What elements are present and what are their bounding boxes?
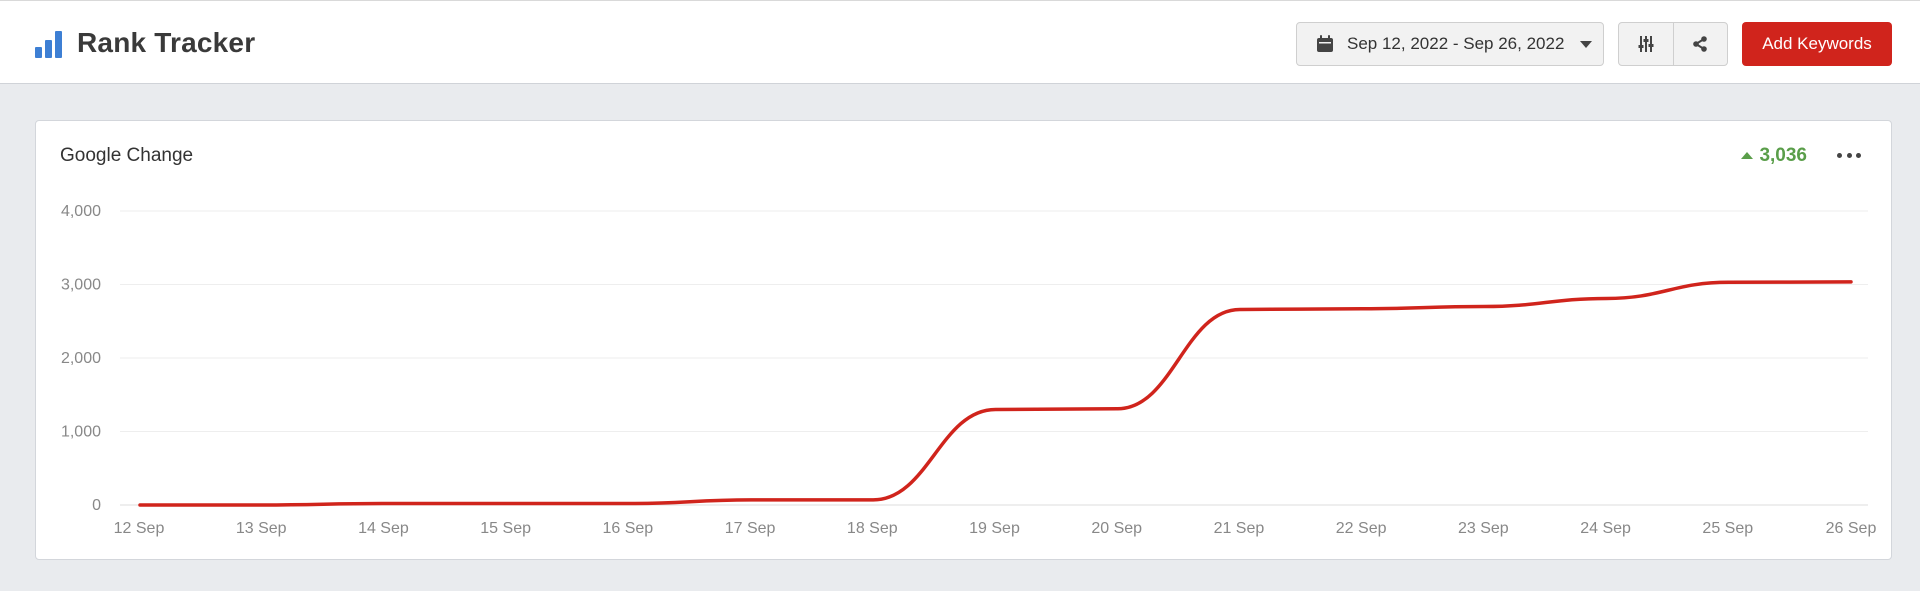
calendar-icon: [1317, 35, 1333, 52]
x-tick-label: 13 Sep: [236, 520, 287, 537]
ellipsis-icon: [1846, 152, 1852, 158]
x-tick-label: 17 Sep: [725, 520, 776, 537]
card-menu-button[interactable]: [1837, 145, 1861, 165]
y-tick-label: 3,000: [61, 277, 101, 294]
x-tick-label: 26 Sep: [1826, 520, 1877, 537]
x-tick-label: 14 Sep: [358, 520, 409, 537]
y-axis-ticks: 0 1,000 2,000 3,000 4,000: [61, 203, 101, 514]
top-header: Rank Tracker Sep 12, 2022 - Sep 26, 2022: [0, 0, 1920, 84]
add-keywords-button[interactable]: Add Keywords: [1742, 22, 1892, 66]
change-value: 3,036: [1759, 145, 1807, 166]
y-tick-label: 2,000: [61, 350, 101, 367]
x-tick-label: 21 Sep: [1214, 520, 1265, 537]
ellipsis-icon: [1837, 152, 1842, 158]
date-range-picker[interactable]: Sep 12, 2022 - Sep 26, 2022: [1296, 22, 1604, 66]
x-tick-label: 18 Sep: [847, 520, 898, 537]
y-tick-label: 1,000: [61, 424, 101, 441]
x-tick-label: 23 Sep: [1458, 520, 1509, 537]
x-axis-ticks: 12 Sep 13 Sep 14 Sep 15 Sep 16 Sep 17 Sep 18 S…: [114, 520, 1877, 537]
sliders-icon: [1638, 36, 1654, 52]
share-icon: [1693, 36, 1708, 52]
date-range-label: Sep 12, 2022 - Sep 26, 2022: [1347, 34, 1565, 53]
x-tick-label: 24 Sep: [1580, 520, 1631, 537]
share-button[interactable]: [1672, 23, 1728, 65]
x-tick-label: 20 Sep: [1091, 520, 1142, 537]
x-tick-label: 19 Sep: [969, 520, 1020, 537]
app-title: Rank Tracker: [77, 27, 256, 58]
y-tick-label: 0: [92, 497, 101, 514]
google-change-card: 0 1,000 2,000 3,000 4,000 12 Sep 13 Sep 14 Sep…: [35, 120, 1892, 560]
caret-down-icon: [1580, 40, 1593, 48]
y-tick-label: 4,000: [61, 203, 101, 220]
x-tick-label: 15 Sep: [480, 520, 531, 537]
series-line: [138, 280, 1853, 507]
card-title: Google Change: [60, 145, 194, 166]
google-change-chart: 0 1,000 2,000 3,000 4,000 12 Sep 13 Sep 14 Sep…: [61, 203, 1877, 537]
bar-chart-icon: [35, 31, 62, 58]
x-tick-label: 22 Sep: [1336, 520, 1387, 537]
change-indicator: 3,036: [1741, 145, 1807, 167]
x-tick-label: 25 Sep: [1702, 520, 1753, 537]
caret-up-icon: [1741, 151, 1754, 159]
x-tick-label: 12 Sep: [114, 520, 165, 537]
filter-button[interactable]: [1619, 23, 1673, 65]
x-tick-label: 16 Sep: [602, 520, 653, 537]
ellipsis-icon: [1856, 152, 1861, 158]
chart-grid: [120, 210, 1868, 506]
toolbar-button-group: [1618, 22, 1728, 66]
